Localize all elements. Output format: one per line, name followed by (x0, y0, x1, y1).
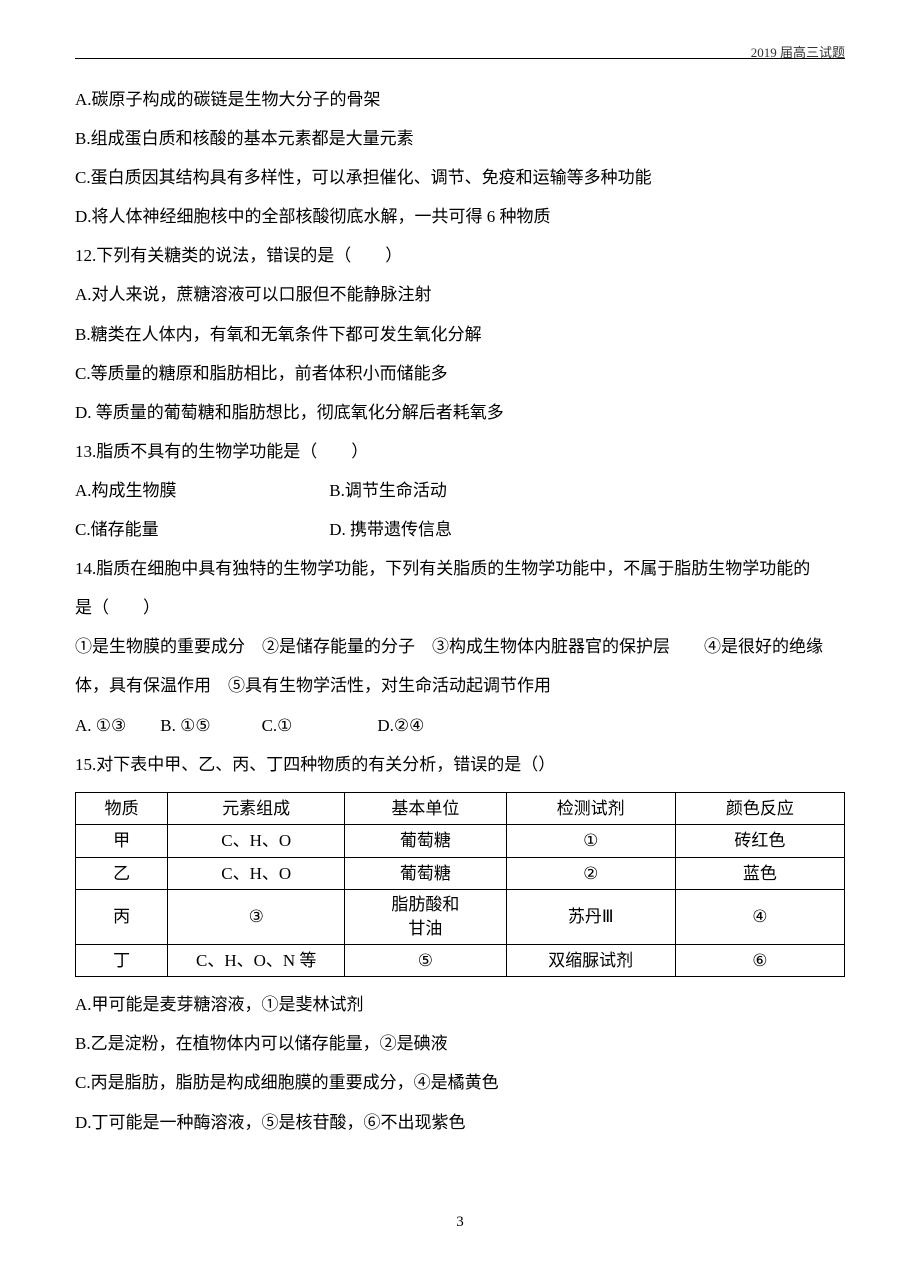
table-cell: 苏丹Ⅲ (506, 890, 675, 945)
text-line: A. ①③ B. ①⑤ C.① D.②④ (75, 706, 845, 745)
page-header: 2019 届高三试题 (751, 38, 845, 68)
cell-line: 甘油 (408, 919, 442, 938)
table-cell: ③ (168, 890, 345, 945)
substance-table: 物质 元素组成 基本单位 检测试剂 颜色反应 甲 C、H、O 葡萄糖 ① 砖红色… (75, 792, 845, 978)
text-line: B.糖类在人体内，有氧和无氧条件下都可发生氧化分解 (75, 315, 845, 354)
text-line: C.丙是脂肪，脂肪是构成细胞膜的重要成分，④是橘黄色 (75, 1063, 845, 1102)
table-cell: 砖红色 (675, 825, 844, 858)
table-cell: ④ (675, 890, 844, 945)
table-cell: 双缩脲试剂 (506, 944, 675, 977)
table-cell: 葡萄糖 (345, 857, 506, 890)
option-c: C.储存能量 (75, 510, 325, 549)
table-row: 丙 ③ 脂肪酸和 甘油 苏丹Ⅲ ④ (76, 890, 845, 945)
option-a: A.构成生物膜 (75, 471, 325, 510)
question-13: 13.脂质不具有的生物学功能是（ ） (75, 432, 845, 471)
table-cell: C、H、O (168, 825, 345, 858)
table-header: 检测试剂 (506, 792, 675, 825)
table-header: 基本单位 (345, 792, 506, 825)
table-row: 乙 C、H、O 葡萄糖 ② 蓝色 (76, 857, 845, 890)
document-body: A.碳原子构成的碳链是生物大分子的骨架 B.组成蛋白质和核酸的基本元素都是大量元… (75, 80, 845, 1142)
table-cell: 甲 (76, 825, 168, 858)
table-cell: ① (506, 825, 675, 858)
table-header-row: 物质 元素组成 基本单位 检测试剂 颜色反应 (76, 792, 845, 825)
text-line: C.等质量的糖原和脂肪相比，前者体积小而储能多 (75, 354, 845, 393)
text-line: A.碳原子构成的碳链是生物大分子的骨架 (75, 80, 845, 119)
text-line: D.将人体神经细胞核中的全部核酸彻底水解，一共可得 6 种物质 (75, 197, 845, 236)
text-line: D.丁可能是一种酶溶液，⑤是核苷酸，⑥不出现紫色 (75, 1103, 845, 1142)
text-line: A.甲可能是麦芽糖溶液，①是斐林试剂 (75, 985, 845, 1024)
table-cell: 葡萄糖 (345, 825, 506, 858)
table-cell: 丁 (76, 944, 168, 977)
table-row: 丁 C、H、O、N 等 ⑤ 双缩脲试剂 ⑥ (76, 944, 845, 977)
question-15: 15.对下表中甲、乙、丙、丁四种物质的有关分析，错误的是（） (75, 745, 845, 784)
table-cell: ⑤ (345, 944, 506, 977)
option-d: D. 携带遗传信息 (329, 520, 452, 539)
table-header: 物质 (76, 792, 168, 825)
header-divider (75, 58, 845, 59)
table-row: 甲 C、H、O 葡萄糖 ① 砖红色 (76, 825, 845, 858)
option-row: A.构成生物膜 B.调节生命活动 (75, 471, 845, 510)
text-line: D. 等质量的葡萄糖和脂肪想比，彻底氧化分解后者耗氧多 (75, 393, 845, 432)
text-line: B.乙是淀粉，在植物体内可以储存能量，②是碘液 (75, 1024, 845, 1063)
table-header: 颜色反应 (675, 792, 844, 825)
table-cell: 丙 (76, 890, 168, 945)
text-line: 体，具有保温作用 ⑤具有生物学活性，对生命活动起调节作用 (75, 666, 845, 705)
table-header: 元素组成 (168, 792, 345, 825)
question-14: 14.脂质在细胞中具有独特的生物学功能，下列有关脂质的生物学功能中，不属于脂肪生… (75, 549, 845, 588)
text-line: ①是生物膜的重要成分 ②是储存能量的分子 ③构成生物体内脏器官的保护层 ④是很好… (75, 627, 845, 666)
table-cell: ⑥ (675, 944, 844, 977)
question-12: 12.下列有关糖类的说法，错误的是（ ） (75, 236, 845, 275)
cell-line: 脂肪酸和 (391, 895, 459, 914)
page-number: 3 (0, 1205, 920, 1240)
option-row: C.储存能量 D. 携带遗传信息 (75, 510, 845, 549)
text-line: C.蛋白质因其结构具有多样性，可以承担催化、调节、免疫和运输等多种功能 (75, 158, 845, 197)
text-line: A.对人来说，蔗糖溶液可以口服但不能静脉注射 (75, 275, 845, 314)
table-cell: 蓝色 (675, 857, 844, 890)
table-cell: ② (506, 857, 675, 890)
table-cell: 乙 (76, 857, 168, 890)
table-cell: 脂肪酸和 甘油 (345, 890, 506, 945)
text-line: 是（ ） (75, 588, 845, 627)
table-cell: C、H、O (168, 857, 345, 890)
table-cell: C、H、O、N 等 (168, 944, 345, 977)
text-line: B.组成蛋白质和核酸的基本元素都是大量元素 (75, 119, 845, 158)
option-b: B.调节生命活动 (329, 481, 447, 500)
